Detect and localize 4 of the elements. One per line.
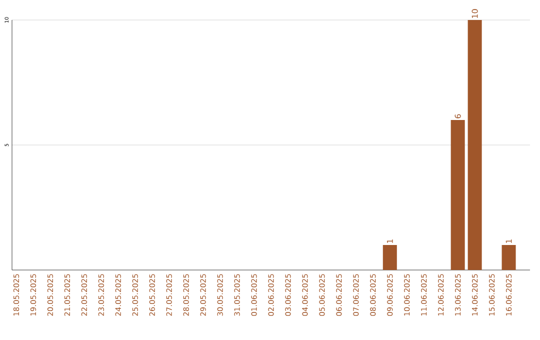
bar bbox=[468, 20, 482, 270]
bar bbox=[502, 245, 516, 270]
bar bbox=[382, 245, 397, 270]
bar bbox=[450, 120, 465, 270]
